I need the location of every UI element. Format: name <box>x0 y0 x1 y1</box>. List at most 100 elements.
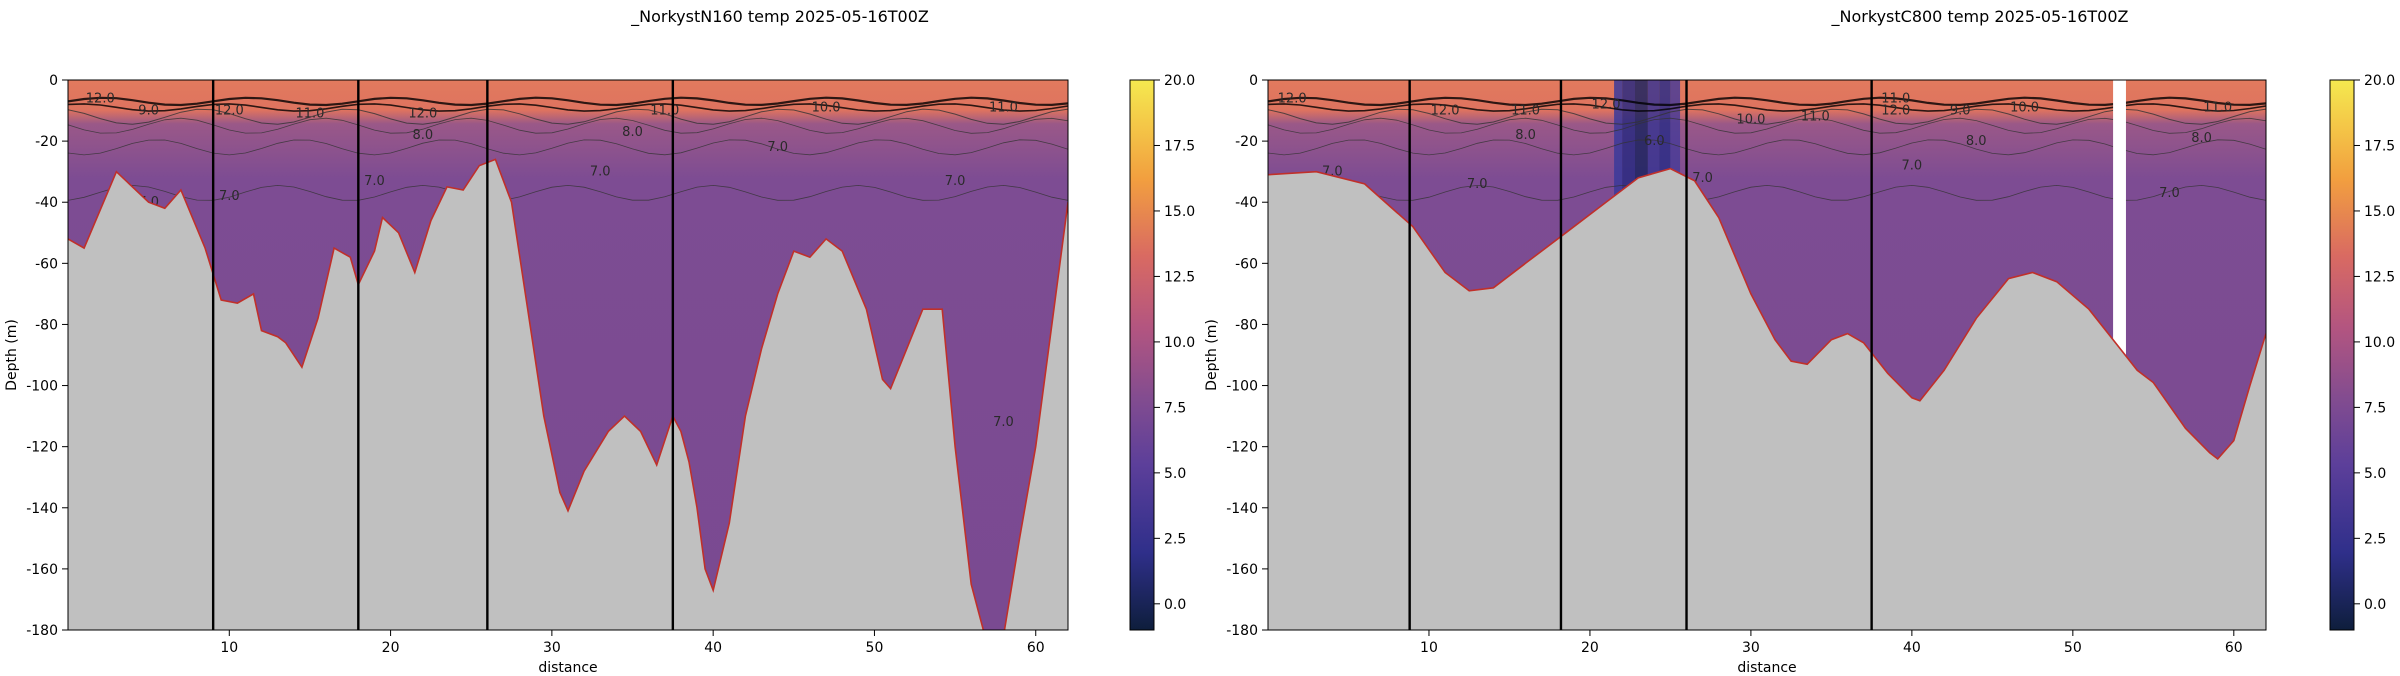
colorbar-tick-label: 2.5 <box>2364 531 2386 547</box>
contour-label: 7.0 <box>767 140 788 155</box>
panel-1: _NorkystN160 temp 2025-05-16T00Z 12.0 9.0 1… <box>4 7 1195 676</box>
contour-label: 8.0 <box>2191 131 2212 146</box>
x-tick-label: 20 <box>382 640 400 656</box>
contour-label: 12.0 <box>1278 91 1307 106</box>
x-tick-label: 10 <box>1420 640 1438 656</box>
y-tick-label: -20 <box>1235 134 1258 150</box>
y-tick-label: -140 <box>1226 501 1258 517</box>
colorbar-tick-label: 7.5 <box>2364 400 2386 416</box>
contour-label: 7.0 <box>2159 186 2180 201</box>
contour-label: 11.0 <box>1801 110 1830 125</box>
seabed-fill <box>1268 168 2266 630</box>
contour-label: 10.0 <box>812 101 841 116</box>
contour-label: 10.0 <box>1736 113 1765 128</box>
colorbar-tick-label: 20.0 <box>1164 73 1195 89</box>
x-tick-label: 20 <box>1581 640 1599 656</box>
contour-label: 9.0 <box>1950 104 1971 119</box>
colorbar-tick-label: 5.0 <box>1164 466 1186 482</box>
panel-2: _NorkystC800 temp 2025-05-16T00Z 12.0 12.0… <box>1204 7 2395 676</box>
y-tick-label: -60 <box>1235 256 1258 272</box>
y-tick-label: 0 <box>49 73 58 89</box>
y-tick-label: -40 <box>1235 195 1258 211</box>
x-tick-label: 30 <box>543 640 561 656</box>
x-tick-label: 10 <box>220 640 238 656</box>
x-tick-label: 60 <box>2225 640 2243 656</box>
colorbar-tick-label: 0.0 <box>2364 597 2386 613</box>
contour-line <box>1268 103 2266 112</box>
colorbar-tick-label: 17.5 <box>1164 138 1195 154</box>
chart-title: _NorkystC800 temp 2025-05-16T00Z <box>1831 7 2129 27</box>
y-tick-label: -160 <box>26 562 58 578</box>
contour-label: 7.0 <box>945 174 966 189</box>
x-tick-label: 50 <box>866 640 884 656</box>
y-tick-label: -20 <box>35 134 58 150</box>
colorbar-tick-label: 10.0 <box>2364 335 2395 351</box>
colorbar-tick-label: 12.5 <box>2364 269 2395 285</box>
x-tick-label: 50 <box>2064 640 2082 656</box>
contour-label: 7.0 <box>364 174 385 189</box>
contour-label: 7.0 <box>590 165 611 180</box>
contour-label: 11.0 <box>2203 101 2232 116</box>
x-axis-label: distance <box>538 660 597 676</box>
x-tick-label: 40 <box>704 640 722 656</box>
x-tick-label: 60 <box>1027 640 1045 656</box>
contour-label: 6.0 <box>1644 134 1665 149</box>
colorbar-tick-label: 7.5 <box>1164 400 1186 416</box>
colorbar-tick-label: 0.0 <box>1164 597 1186 613</box>
colorbar-tick-label: 10.0 <box>1164 335 1195 351</box>
contour-label: 8.0 <box>1515 128 1536 143</box>
colorbar <box>2329 79 2355 631</box>
contour-label: 12.0 <box>1592 97 1621 112</box>
colorbar-tick-label: 12.5 <box>1164 269 1195 285</box>
contour-label: 12.0 <box>86 91 115 106</box>
contour-line <box>1268 108 2266 125</box>
contour-line <box>1268 117 2266 134</box>
contour-label: 7.0 <box>993 415 1014 430</box>
axes-frame <box>67 79 1069 631</box>
contour-line <box>68 117 1068 134</box>
colorbar-tick-label: 15.0 <box>1164 204 1195 220</box>
contour-line <box>68 108 1068 125</box>
seabed-fill <box>68 159 1068 630</box>
plot-area: 12.012.0 11.08.012.010.0 11.0 12.011.09.0 10… <box>1268 80 2266 630</box>
seabed-line <box>68 158 1068 630</box>
plot-area: 12.0 9.0 12.0 11.0 12.0 11.0 10.0 11.0 8.0 8.0 7.0… <box>68 80 1068 630</box>
y-tick-label: -160 <box>1226 562 1258 578</box>
y-tick-label: -60 <box>35 256 58 272</box>
y-tick-label: -80 <box>1235 317 1258 333</box>
contour-label: 8.0 <box>412 128 433 143</box>
chart-title: _NorkystN160 temp 2025-05-16T00Z <box>630 7 929 27</box>
y-tick-label: -80 <box>35 317 58 333</box>
contour-line <box>1268 139 2266 156</box>
contour-line <box>68 96 1068 107</box>
colorbar-tick-label: 15.0 <box>2364 204 2395 220</box>
x-tick-label: 40 <box>1903 640 1921 656</box>
y-tick-label: -40 <box>35 195 58 211</box>
contour-label: 11.0 <box>295 107 324 122</box>
contour-label: 12.0 <box>408 107 437 122</box>
y-tick-label: -100 <box>26 379 58 395</box>
colorbar-tick-label: 20.0 <box>2364 73 2395 89</box>
y-tick-label: -140 <box>26 501 58 517</box>
colorbar-tick-label: 5.0 <box>2364 466 2386 482</box>
contour-line <box>68 184 1068 201</box>
contour-label: 7.0 <box>219 189 240 204</box>
contour-label: 7.0 <box>1902 159 1923 174</box>
contour-label: 8.0 <box>622 125 643 140</box>
y-tick-label: -180 <box>1226 623 1258 639</box>
contour-line <box>68 139 1068 156</box>
x-tick-label: 30 <box>1742 640 1760 656</box>
contour-label: 11.0 <box>1881 91 1910 106</box>
contour-label: 9.0 <box>138 104 159 119</box>
contour-label: 10.0 <box>2010 101 2039 116</box>
colorbar-tick-label: 17.5 <box>2364 138 2395 154</box>
contour-label: 12.0 <box>215 104 244 119</box>
axes-frame <box>1267 79 2267 631</box>
y-tick-label: 0 <box>1249 73 1258 89</box>
contour-label: 11.0 <box>989 101 1018 116</box>
seabed-line <box>1268 167 2266 460</box>
contour-label: 7.0 <box>1467 177 1488 192</box>
contour-label: 8.0 <box>1966 134 1987 149</box>
contour-line <box>1268 184 2266 201</box>
